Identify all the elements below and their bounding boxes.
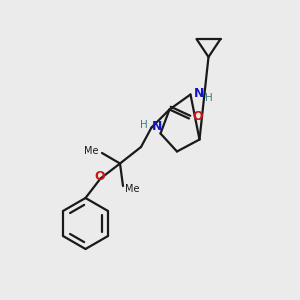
Text: O: O <box>94 170 104 184</box>
Text: H: H <box>140 120 148 130</box>
Text: N: N <box>152 119 163 133</box>
Text: H: H <box>205 93 213 103</box>
Text: Me: Me <box>124 184 139 194</box>
Text: N: N <box>194 87 205 100</box>
Text: Me: Me <box>84 146 98 157</box>
Text: O: O <box>192 110 202 124</box>
